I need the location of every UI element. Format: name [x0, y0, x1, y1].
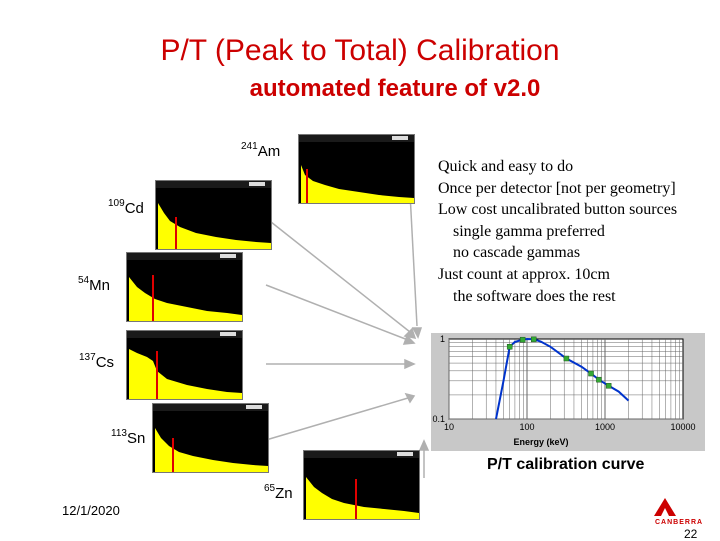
spectrum-zn65 [303, 450, 420, 520]
x-tick-label: 1000 [595, 422, 615, 432]
x-tick-label: 10000 [670, 422, 695, 432]
y-tick-label: 0.1 [432, 414, 445, 424]
isotope-label-cd109: 109Cd [108, 198, 144, 217]
spectrum-cd109 [155, 180, 272, 250]
slide-title: P/T (Peak to Total) Calibration [160, 34, 560, 67]
bullet-list: Quick and easy to do Once per detector [… [438, 156, 677, 307]
isotope-label-cs137: 137Cs [79, 352, 115, 371]
bullet-subitem: no cascade gammas [453, 244, 581, 262]
data-point [563, 355, 570, 362]
bullet-item: Just count at approx. 10cm [438, 265, 610, 283]
date-footer: 12/1/2020 [62, 503, 120, 518]
isotope-label-am241: 241Am [241, 141, 281, 160]
x-tick-label: 100 [519, 422, 534, 432]
canberra-logo-icon [654, 498, 676, 516]
data-point [519, 336, 526, 343]
pt-calibration-chart: 10 100 1000 10000 1 0.1 Energy (keV) [431, 333, 705, 451]
spectrum-sn113 [152, 403, 269, 473]
data-point [605, 383, 612, 389]
spectrum-cs137 [126, 330, 243, 400]
data-point [506, 344, 513, 350]
bullet-subitem: single gamma preferred [453, 222, 605, 240]
page-number: 22 [684, 527, 698, 541]
slide-subtitle: automated feature of v2.0 [249, 75, 541, 102]
data-point [596, 376, 602, 383]
spectrum-mn54 [126, 252, 243, 322]
logo-text: CANBERRA [655, 519, 704, 526]
isotope-label-mn54: 54Mn [78, 275, 110, 294]
y-tick-label: 1 [440, 334, 445, 344]
spectrum-am241 [298, 134, 415, 204]
bullet-item: Quick and easy to do [438, 158, 574, 175]
x-axis-label: Energy (keV) [513, 437, 568, 447]
data-point [530, 336, 537, 343]
x-tick-label: 10 [444, 422, 454, 432]
plot-area [448, 338, 684, 420]
bullet-item: Low cost uncalibrated button sources [438, 201, 678, 219]
isotope-label-zn65: 65Zn [264, 483, 293, 502]
chart-caption: P/T calibration curve [487, 456, 645, 473]
data-point [588, 370, 594, 377]
isotope-label-sn113: 113Sn [111, 428, 146, 447]
chart-svg: 10 100 1000 10000 1 0.1 Energy (keV) [432, 334, 695, 447]
bullet-subitem: the software does the rest [453, 287, 616, 305]
bullet-item: Once per detector [not per geometry] [438, 179, 676, 197]
